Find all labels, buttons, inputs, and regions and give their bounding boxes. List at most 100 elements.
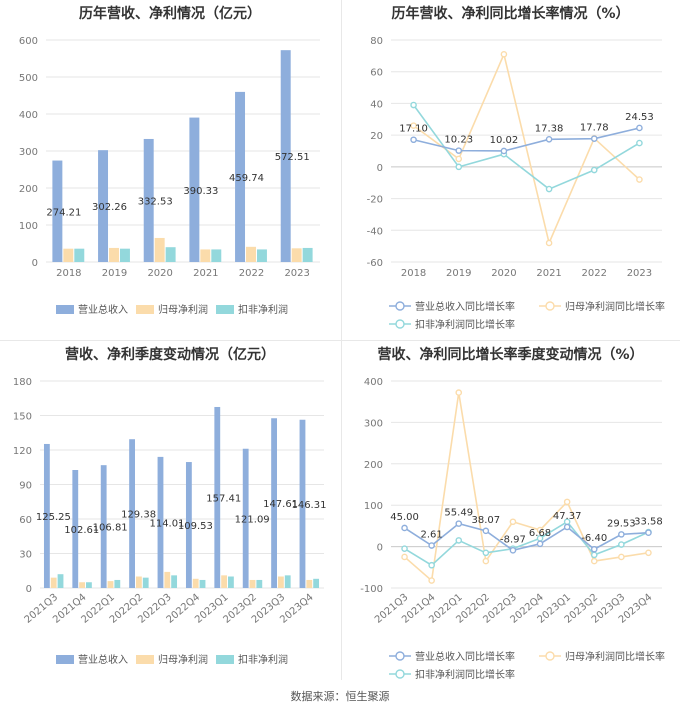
bar-revenue [235, 91, 246, 262]
bar-net-profit [192, 578, 199, 588]
bar-deducted-profit [313, 578, 320, 588]
bar-net-profit [109, 247, 119, 262]
data-label: 17.78 [580, 123, 609, 134]
bar-deducted-profit [256, 579, 263, 588]
legend-label: 营业总收入同比增长率 [415, 650, 515, 663]
y-tick-label: 100 [19, 221, 38, 232]
point-revenue [509, 547, 517, 554]
bar-deducted-profit [142, 577, 149, 588]
point-revenue [563, 523, 571, 531]
legend-swatch [56, 305, 74, 314]
point-revenue [536, 540, 544, 548]
bar-net-profit [50, 577, 57, 588]
data-label: 33.58 [634, 517, 663, 528]
data-label: 38.07 [472, 515, 501, 526]
data-label: 109.53 [178, 521, 213, 532]
y-tick-label: 30 [19, 550, 32, 561]
x-tick-label: 2019 [102, 268, 127, 279]
line-revenue [404, 522, 649, 552]
y-tick-label: -60 [367, 258, 383, 269]
line-net-profit [413, 51, 640, 246]
bar-revenue [143, 138, 154, 262]
legend-marker [395, 319, 405, 329]
data-label: 121.09 [235, 514, 270, 525]
data-label: 24.53 [625, 112, 654, 123]
data-label: 17.10 [399, 124, 428, 135]
data-label: 106.81 [93, 523, 128, 534]
bar-net-profit [164, 571, 171, 588]
bar-revenue [100, 465, 107, 588]
data-label: 459.74 [229, 173, 264, 184]
bar-revenue [157, 456, 164, 588]
point-deducted-profit [636, 139, 643, 147]
data-label: 2.61 [421, 530, 443, 541]
line-deducted-profit [412, 104, 640, 190]
data-label: 146.31 [291, 500, 326, 511]
legend-marker [545, 301, 555, 311]
bar-revenue [52, 160, 63, 262]
data-label: 102.61 [64, 525, 99, 536]
point-revenue [455, 520, 463, 527]
quarterly-amount-chart: 营收、净利季度变动情况（亿元）03060901201501802021Q3202… [13, 346, 327, 666]
legend-swatch [136, 305, 154, 314]
y-tick-label: 0 [377, 163, 383, 174]
legend-label: 归母净利润 [158, 303, 208, 316]
bar-deducted-profit [199, 579, 206, 588]
x-tick-label: 2023 [284, 268, 309, 279]
bar-deducted-profit [57, 574, 64, 588]
x-tick-label: 2018 [401, 268, 426, 279]
point-net-profit [455, 389, 463, 396]
data-label: 302.26 [92, 202, 127, 213]
bar-deducted-profit [114, 579, 121, 588]
data-label: 114.01 [149, 518, 184, 529]
bar-net-profit [63, 248, 74, 262]
y-tick-label: 0 [26, 584, 32, 595]
bar-deducted-profit [119, 248, 130, 262]
y-tick-label: 80 [370, 36, 383, 47]
bar-revenue [214, 406, 221, 588]
point-net-profit [410, 122, 417, 129]
point-deducted-profit [455, 163, 463, 171]
point-revenue [455, 147, 463, 154]
point-net-profit [563, 498, 571, 506]
bar-net-profit [200, 249, 211, 262]
data-label: 45.00 [390, 512, 419, 523]
point-revenue [410, 136, 417, 144]
annual-amount-title: 历年营收、净利情况（亿元） [79, 5, 261, 22]
quarterly-amount-title: 营收、净利季度变动情况（亿元） [65, 346, 275, 363]
point-net-profit [536, 526, 544, 534]
y-tick-label: 0 [32, 258, 38, 269]
data-label: 157.41 [206, 493, 241, 504]
bar-revenue [242, 448, 249, 588]
point-revenue [401, 524, 408, 532]
data-label: 10.02 [490, 135, 519, 146]
bar-deducted-profit [211, 249, 222, 262]
y-tick-label: -100 [360, 584, 383, 595]
y-tick-label: 600 [19, 36, 38, 47]
annual-growth-chart: 历年营收、净利同比增长率情况（%） -60 -40 -20 0 20 40 60 80 2018 2… [367, 5, 665, 331]
point-revenue [545, 135, 553, 143]
line-deducted-profit [404, 520, 649, 567]
point-net-profit [590, 557, 598, 565]
point-deducted-profit [401, 545, 408, 552]
bar-net-profit [246, 246, 256, 262]
data-label: -6.40 [581, 533, 607, 544]
data-label: 147.61 [263, 499, 298, 510]
point-net-profit [636, 176, 643, 183]
legend-swatch [216, 655, 234, 664]
point-deducted-profit [545, 185, 553, 193]
point-deducted-profit [482, 549, 490, 557]
point-revenue [618, 531, 625, 538]
x-tick-label: 2020 [147, 268, 172, 279]
legend-swatch [216, 305, 234, 314]
point-revenue [636, 124, 643, 132]
legend-label: 营业总收入 [78, 303, 128, 316]
legend-label: 归母净利润 [158, 653, 208, 666]
y-tick-label: -20 [367, 195, 383, 206]
point-revenue [645, 529, 652, 536]
point-deducted-profit [455, 537, 463, 544]
bar-net-profit [277, 576, 284, 588]
bar-revenue [98, 150, 109, 262]
data-label: -8.97 [500, 534, 526, 545]
data-label: 55.49 [444, 508, 473, 519]
